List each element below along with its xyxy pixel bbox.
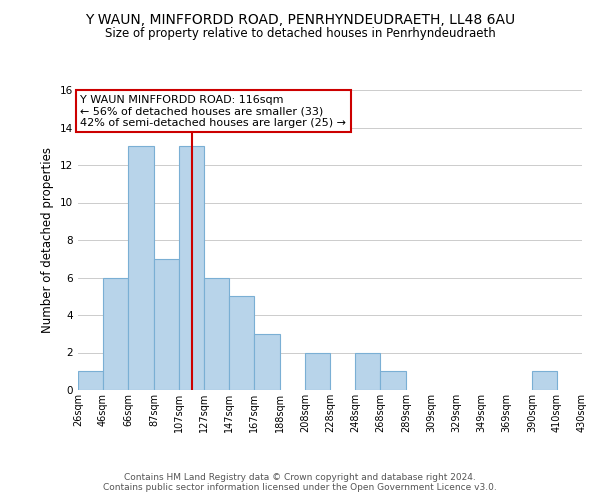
Bar: [380, 371, 406, 390]
Bar: [355, 352, 380, 390]
Bar: [179, 146, 204, 390]
Bar: [78, 371, 103, 390]
Text: Y WAUN MINFFORDD ROAD: 116sqm
← 56% of detached houses are smaller (33)
42% of s: Y WAUN MINFFORDD ROAD: 116sqm ← 56% of d…: [80, 94, 346, 128]
Bar: [305, 352, 330, 390]
Bar: [128, 146, 154, 390]
Bar: [254, 334, 280, 390]
Bar: [154, 259, 179, 390]
Text: Size of property relative to detached houses in Penrhyndeudraeth: Size of property relative to detached ho…: [104, 28, 496, 40]
Bar: [532, 371, 557, 390]
Bar: [229, 296, 254, 390]
Y-axis label: Number of detached properties: Number of detached properties: [41, 147, 55, 333]
Bar: [204, 278, 229, 390]
Text: Contains HM Land Registry data © Crown copyright and database right 2024.
Contai: Contains HM Land Registry data © Crown c…: [103, 473, 497, 492]
Bar: [103, 278, 128, 390]
Text: Y WAUN, MINFFORDD ROAD, PENRHYNDEUDRAETH, LL48 6AU: Y WAUN, MINFFORDD ROAD, PENRHYNDEUDRAETH…: [85, 12, 515, 26]
